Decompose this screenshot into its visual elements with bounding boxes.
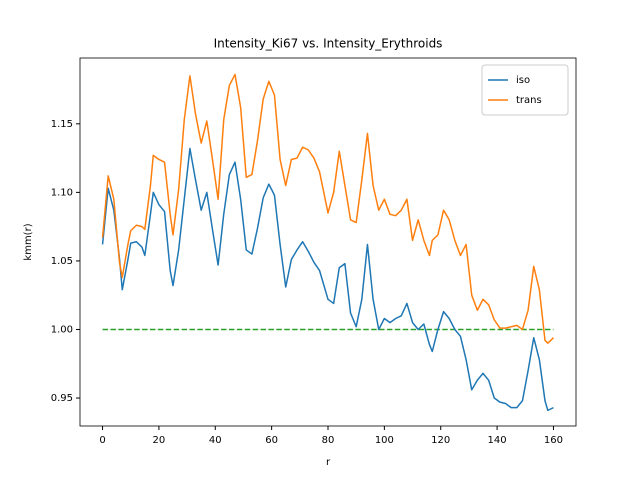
x-tick-label: 60 — [265, 435, 278, 446]
x-tick-label: 0 — [99, 435, 105, 446]
x-tick-label: 120 — [431, 435, 450, 446]
x-tick-label: 20 — [153, 435, 166, 446]
line-series — [101, 147, 554, 412]
x-tick-label: 140 — [488, 435, 507, 446]
y-tick-label: 1.05 — [51, 256, 73, 267]
x-tick-label: 100 — [375, 435, 394, 446]
x-tick-label: 160 — [544, 435, 563, 446]
legend-box — [481, 64, 569, 116]
line-series — [101, 73, 554, 344]
x-tick-label: 80 — [322, 435, 335, 446]
y-axis-label: kmm(r) — [23, 223, 34, 260]
y-tick-label: 0.95 — [51, 393, 73, 404]
chart-title: Intensity_Ki67 vs. Intensity_Erythroids — [214, 37, 443, 51]
legend-label: iso — [516, 75, 530, 86]
x-axis-label: r — [326, 457, 331, 468]
y-tick-label: 1.10 — [51, 187, 73, 198]
y-tick-label: 1.15 — [51, 119, 73, 130]
legend-label: trans — [516, 95, 542, 106]
y-tick-label: 1.00 — [51, 324, 73, 335]
x-tick-label: 40 — [209, 435, 222, 446]
plot-frame — [79, 57, 577, 427]
